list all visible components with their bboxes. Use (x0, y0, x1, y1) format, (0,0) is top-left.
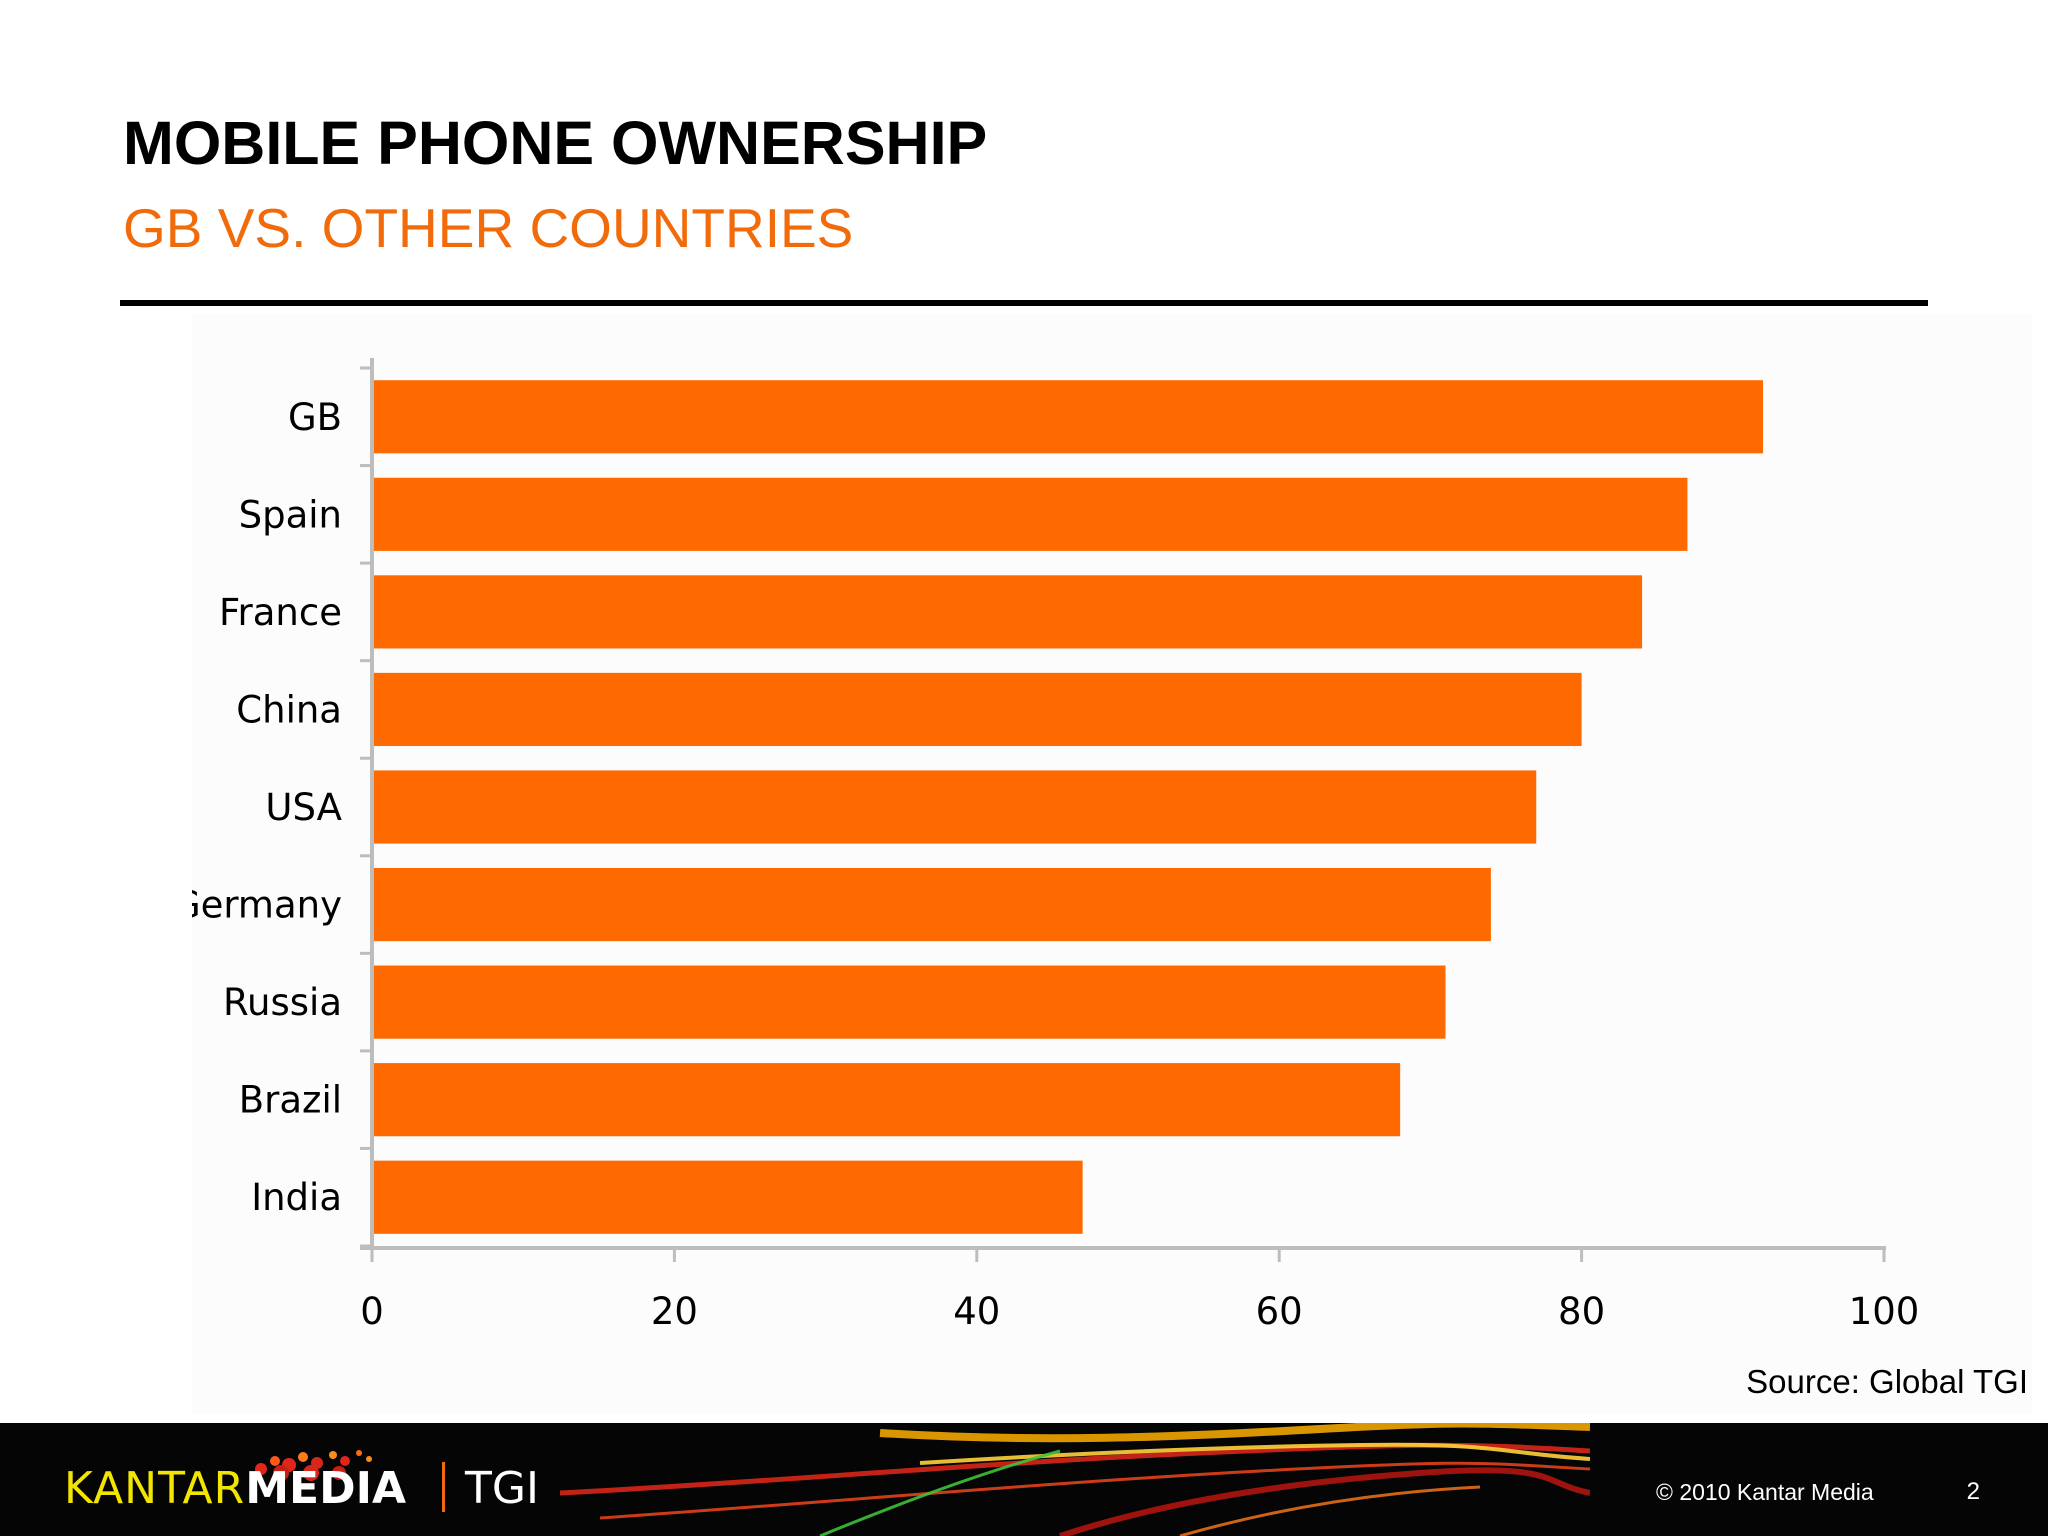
category-label-gb: GB (288, 396, 342, 439)
bar-germany (374, 867, 1491, 942)
bar-usa (374, 770, 1537, 844)
bars-layer (374, 380, 1764, 1234)
brand-kantar: KANTAR (64, 1463, 246, 1514)
brand-media: MEDIA (245, 1450, 407, 1514)
footer-band: KANTAR MEDIA TGI (0, 1423, 2048, 1536)
bar-india (374, 1160, 1083, 1234)
axis-layer (360, 358, 1886, 1262)
source-note: Source: Global TGI (1746, 1363, 2028, 1400)
kantar-media-logo: KANTAR MEDIA TGI (64, 1450, 539, 1519)
labels-layer: GB Spain France China USA Germany Russia Brazil… (192, 396, 1919, 1333)
bar-russia (374, 965, 1446, 1039)
slide-title: MOBILE PHONE OWNERSHIP (123, 109, 988, 177)
bar-chart: GB Spain France China USA Germany Russia Brazil… (192, 358, 1919, 1333)
category-label-india: India (251, 1176, 342, 1219)
category-label-france: France (219, 591, 342, 634)
logo-divider (442, 1462, 446, 1512)
logo-splash-icon (255, 1450, 373, 1481)
x-tick-label-40: 40 (953, 1290, 1000, 1333)
bar-gb (374, 380, 1764, 454)
chart-panel: GB Spain France China USA Germany Russia Brazil… (192, 314, 2032, 1414)
x-tick-label-100: 100 (1849, 1290, 1920, 1333)
category-label-germany: Germany (192, 884, 342, 927)
light-streaks-graphic (560, 1423, 1590, 1536)
slide-subtitle: GB VS. OTHER COUNTRIES (123, 197, 854, 259)
x-tick-label-0: 0 (360, 1290, 384, 1333)
brand-media-text: MEDIA (245, 1463, 407, 1514)
category-label-usa: USA (265, 786, 342, 829)
bar-france (374, 575, 1643, 649)
category-label-china: China (236, 688, 342, 731)
brand-tgi: TGI (465, 1463, 539, 1514)
x-tick-label-80: 80 (1558, 1290, 1605, 1333)
title-divider (120, 300, 1928, 306)
category-label-russia: Russia (223, 981, 342, 1024)
page-number: 2 (1966, 1478, 1980, 1505)
x-tick-label-60: 60 (1256, 1290, 1303, 1333)
category-label-spain: Spain (239, 493, 342, 536)
x-tick-label-20: 20 (651, 1290, 698, 1333)
category-label-brazil: Brazil (239, 1079, 342, 1122)
bar-spain (374, 477, 1688, 551)
footer-copyright: © 2010 Kantar Media (1656, 1479, 1874, 1505)
bar-brazil (374, 1063, 1401, 1137)
bar-china (374, 672, 1582, 747)
